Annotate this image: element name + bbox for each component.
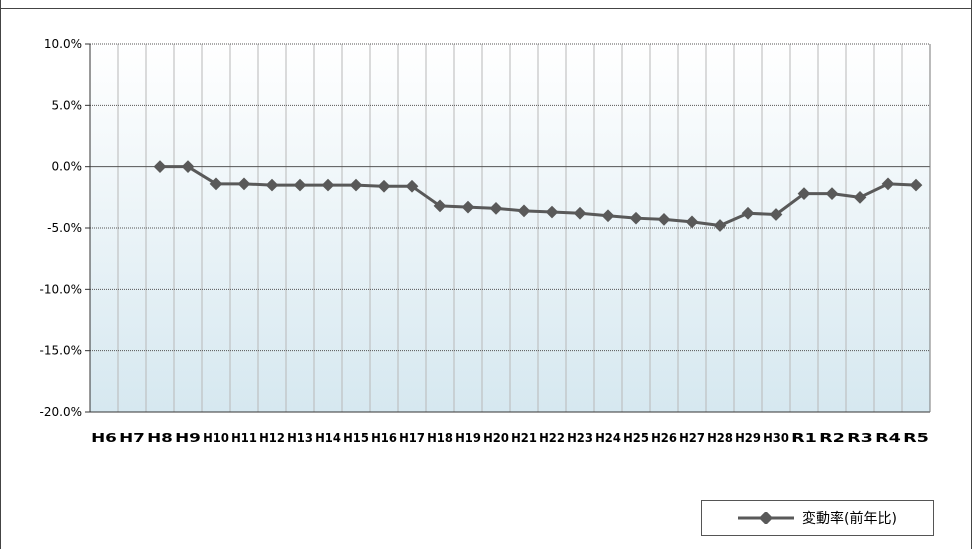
y-tick-label: -15.0% [40,344,82,358]
x-tick-label: H26 [651,431,677,445]
plot-area: 10.0% 5.0% 0.0% -5.0% -10.0% -15.0% -20.0% H6 H7… [40,37,931,445]
x-tick-label: H16 [371,431,397,445]
x-tick-label: H12 [259,431,285,445]
x-tick-label: H6 [91,431,117,445]
data-point [349,178,363,192]
x-tick-label: H25 [623,431,649,445]
x-tick-label: H8 [147,431,173,445]
legend-line-marker [738,512,795,524]
x-tick-label: H15 [343,431,369,445]
legend: 変動率(前年比) [701,500,934,536]
x-tick-label: H7 [119,431,145,445]
x-tick-label: R5 [903,431,929,445]
x-tick-label: H23 [567,431,593,445]
series-line [160,165,917,228]
data-point [405,179,419,193]
x-tick-label: H18 [427,431,453,445]
x-tick-label: H11 [231,431,257,445]
x-tick-label: H19 [455,431,481,445]
y-tick-label: -5.0% [47,221,82,235]
x-tick-label: H13 [287,431,313,445]
data-point [181,160,195,174]
data-point [153,160,167,174]
x-tick-label: H10 [203,431,229,445]
y-tick-label: 5.0% [52,98,83,112]
data-point [293,178,307,192]
x-tick-label: H24 [595,431,621,445]
data-point [209,177,223,191]
x-tick-label: H17 [399,431,425,445]
legend-label: 変動率(前年比) [802,511,897,527]
data-point [265,178,279,192]
y-tick-label: -20.0% [40,405,82,419]
x-tick-label: H27 [679,431,705,445]
x-tick-label: R1 [791,431,817,445]
data-point [489,202,503,215]
data-point [377,179,391,193]
x-tick-label: H30 [763,431,789,445]
x-tick-label: R2 [819,431,845,445]
x-tick-label: H14 [315,431,341,445]
x-tick-label: H20 [483,431,509,445]
x-tick-label: H9 [175,431,201,445]
x-tick-label: H22 [539,431,565,445]
x-tick-label: H29 [735,431,761,445]
y-tick-label: 10.0% [44,37,82,51]
x-tick-label: R4 [875,431,901,445]
y-tick-label: -10.0% [40,282,82,296]
data-point [237,177,251,191]
data-point [461,200,475,214]
data-point [321,178,335,192]
y-tick-label: 0.0% [52,160,83,174]
x-tick-label: H28 [707,431,733,445]
x-tick-label: R3 [847,431,873,445]
x-tick-label: H21 [511,431,537,445]
data-point [433,199,447,213]
